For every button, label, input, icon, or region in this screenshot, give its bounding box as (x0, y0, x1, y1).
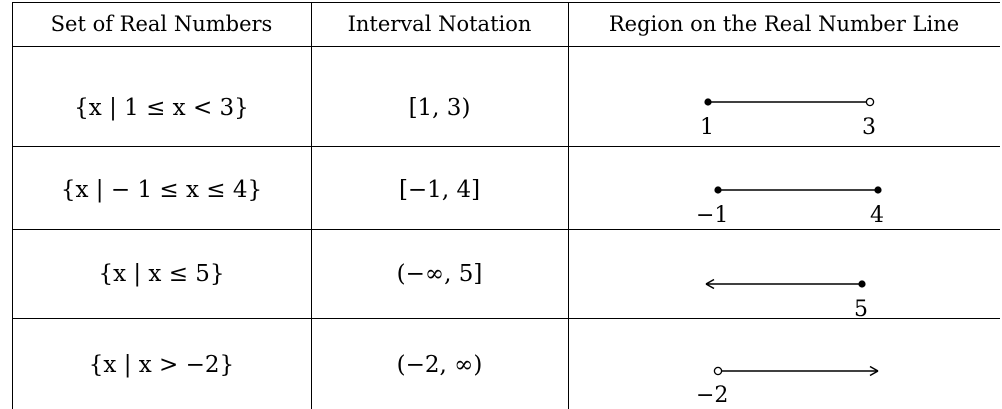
table-top-rule (12, 2, 1000, 3)
table-row-2-interval: [−1, 4] (398, 177, 481, 203)
left-label: −2 (696, 383, 728, 408)
right-label: 3 (862, 115, 876, 140)
table-row-3-set: {x | x ≤ 5} (98, 261, 225, 287)
table-row-1-interval: [1, 3) (408, 95, 471, 121)
left-label: −1 (696, 203, 728, 228)
left-label: 1 (700, 115, 714, 140)
table-row-4-set: {x | x > −2} (88, 352, 235, 378)
closed-endpoint (874, 186, 882, 194)
header-region-on-number-line: Region on the Real Number Line (608, 12, 960, 36)
header-interval-notation: Interval Notation (347, 12, 532, 36)
table-row-4-interval: (−2, ∞) (396, 352, 483, 378)
right-label: 5 (854, 297, 868, 322)
row-divider (12, 229, 1000, 230)
column-divider (311, 2, 312, 409)
number-line-row-2: −1 4 (696, 186, 884, 228)
closed-endpoint (714, 186, 722, 194)
row-divider (12, 318, 1000, 319)
right-arrow-icon (869, 365, 879, 377)
open-endpoint (713, 366, 723, 376)
number-line-row-1: 1 3 (700, 97, 876, 140)
column-divider (12, 2, 13, 409)
table-row-1-set: {x | 1 ≤ x < 3} (74, 95, 249, 121)
right-label: 4 (870, 203, 884, 228)
closed-endpoint (704, 98, 712, 106)
number-line-row-4: −2 (696, 365, 879, 408)
column-divider (568, 2, 569, 409)
header-set-of-real-numbers: Set of Real Numbers (50, 12, 273, 36)
header-bottom-rule (12, 46, 1000, 47)
open-endpoint (865, 97, 875, 107)
table-row-3-interval: (−∞, 5] (396, 261, 483, 287)
closed-endpoint (858, 280, 866, 288)
table-row-2-set: {x | − 1 ≤ x ≤ 4} (60, 177, 263, 203)
left-arrow-icon (705, 278, 715, 290)
number-line-row-3: 5 (705, 278, 868, 322)
row-divider (12, 146, 1000, 147)
